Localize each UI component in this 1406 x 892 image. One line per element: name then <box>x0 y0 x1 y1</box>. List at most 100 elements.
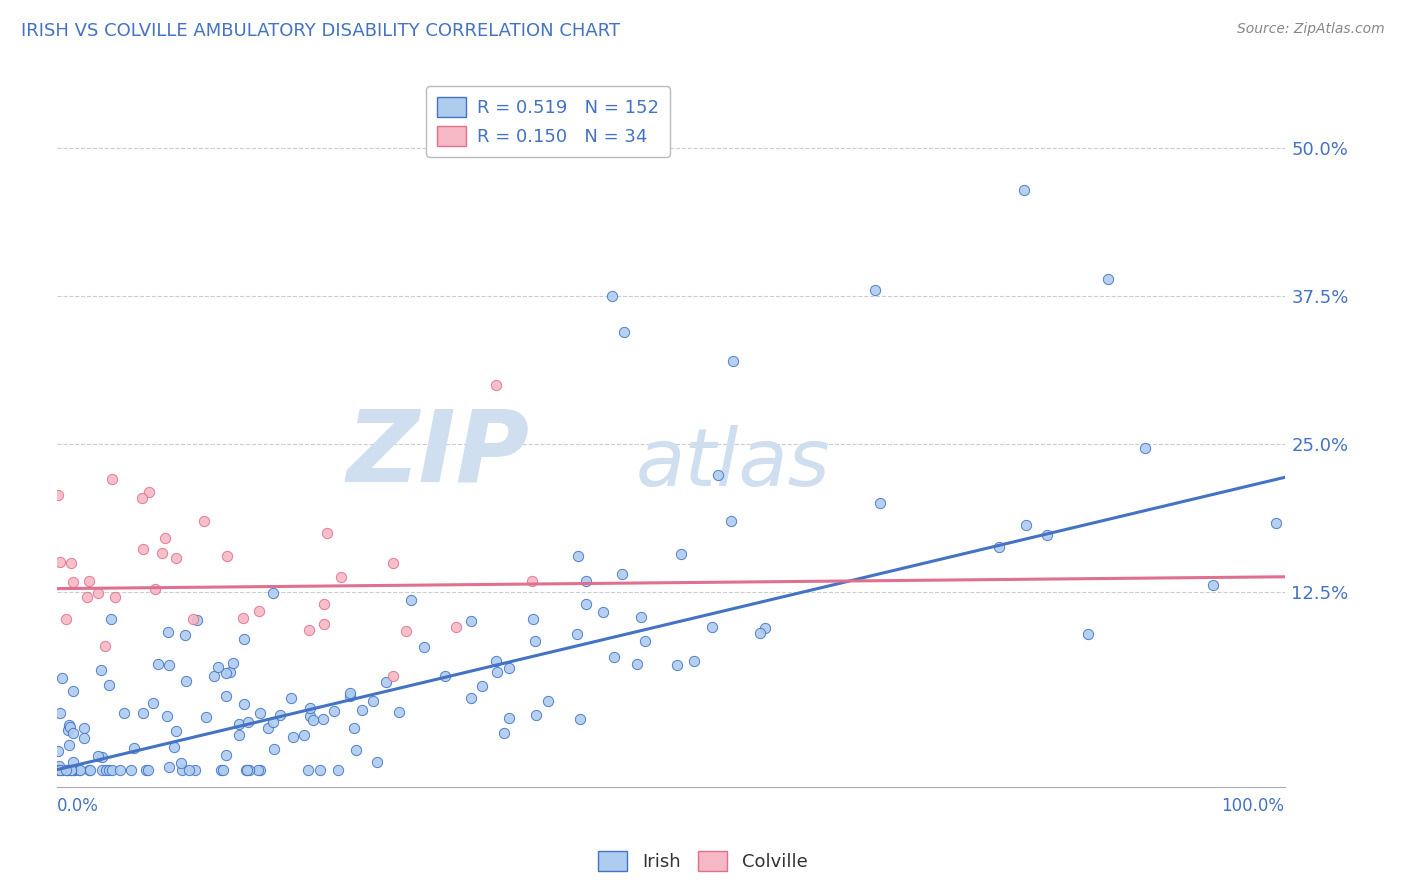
Point <box>228 717 250 731</box>
Point <box>87 586 110 600</box>
Point <box>537 693 560 707</box>
Point <box>523 633 546 648</box>
Point <box>460 691 482 706</box>
Point <box>387 705 409 719</box>
Point <box>207 660 229 674</box>
Point <box>522 612 544 626</box>
Point <box>592 605 614 619</box>
Point <box>98 677 121 691</box>
Point <box>120 763 142 777</box>
Point <box>721 354 744 368</box>
Point <box>55 763 77 777</box>
Point <box>1097 271 1119 285</box>
Point <box>263 741 285 756</box>
Point <box>49 555 72 569</box>
Point <box>665 658 688 673</box>
Point <box>100 612 122 626</box>
Point <box>575 597 598 611</box>
Point <box>58 739 80 753</box>
Point <box>163 739 186 754</box>
Point <box>233 697 256 711</box>
Point <box>281 730 304 744</box>
Point <box>67 763 90 777</box>
Point <box>132 542 155 557</box>
Point <box>110 763 132 777</box>
Text: Source: ZipAtlas.com: Source: ZipAtlas.com <box>1237 22 1385 37</box>
Point <box>312 597 335 611</box>
Point <box>48 743 70 757</box>
Point <box>62 763 84 777</box>
Point <box>98 763 121 777</box>
Point <box>399 592 422 607</box>
Point <box>308 763 330 777</box>
Point <box>302 713 325 727</box>
Point <box>235 763 257 777</box>
Point <box>62 684 84 698</box>
Point <box>136 763 159 777</box>
Point <box>683 654 706 668</box>
Point <box>150 546 173 560</box>
Point <box>381 557 404 571</box>
Point <box>366 756 388 770</box>
Point <box>63 763 86 777</box>
Point <box>485 378 508 392</box>
Point <box>186 613 208 627</box>
Point <box>292 728 315 742</box>
Point <box>132 706 155 720</box>
Point <box>412 640 434 654</box>
Point <box>299 700 322 714</box>
Point <box>51 763 73 777</box>
Point <box>58 718 80 732</box>
Point <box>748 626 770 640</box>
Point <box>1133 441 1156 455</box>
Point <box>754 621 776 635</box>
Point <box>48 488 70 502</box>
Point <box>193 514 215 528</box>
Point <box>204 669 226 683</box>
Point <box>498 711 520 725</box>
Point <box>1077 627 1099 641</box>
Point <box>214 690 236 704</box>
Point <box>62 574 84 589</box>
Point <box>863 284 886 298</box>
Point <box>249 706 271 720</box>
Point <box>91 763 114 777</box>
Point <box>228 728 250 742</box>
Point <box>312 712 335 726</box>
Point <box>720 514 742 528</box>
Point <box>471 679 494 693</box>
Point <box>209 763 232 777</box>
Point <box>339 686 361 700</box>
Point <box>280 691 302 706</box>
Point <box>100 472 122 486</box>
Point <box>567 549 589 563</box>
Point <box>565 627 588 641</box>
Point <box>157 658 180 673</box>
Point <box>76 590 98 604</box>
Point <box>524 707 547 722</box>
Point <box>56 763 79 777</box>
Point <box>59 763 82 777</box>
Point <box>350 703 373 717</box>
Point <box>522 574 544 588</box>
Text: IRISH VS COLVILLE AMBULATORY DISABILITY CORRELATION CHART: IRISH VS COLVILLE AMBULATORY DISABILITY … <box>21 22 620 40</box>
Point <box>613 325 636 339</box>
Point <box>375 675 398 690</box>
Point <box>104 591 127 605</box>
Point <box>323 704 346 718</box>
Point <box>153 531 176 545</box>
Point <box>73 731 96 746</box>
Point <box>94 639 117 653</box>
Point <box>79 763 101 777</box>
Text: 100.0%: 100.0% <box>1222 797 1285 815</box>
Point <box>339 689 361 703</box>
Point <box>328 763 350 777</box>
Point <box>235 763 257 777</box>
Point <box>612 566 634 581</box>
Point <box>146 657 169 671</box>
Point <box>51 671 73 685</box>
Point <box>156 709 179 723</box>
Point <box>603 650 626 665</box>
Point <box>249 763 271 777</box>
Point <box>869 496 891 510</box>
